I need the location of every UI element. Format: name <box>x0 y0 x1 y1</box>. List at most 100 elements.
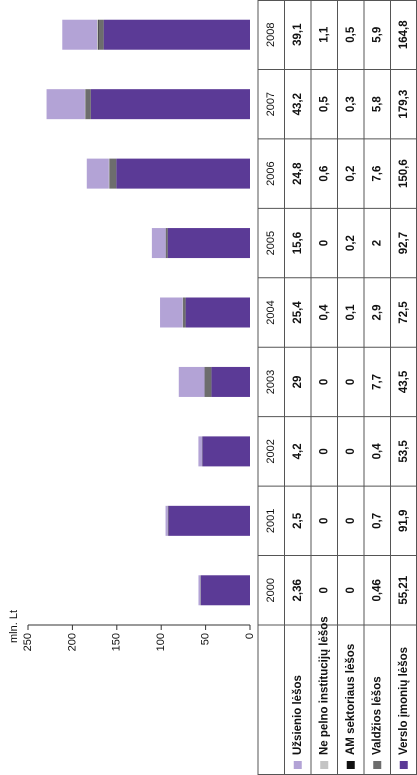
legend-swatch <box>346 761 355 769</box>
table-cell: 55,21 <box>398 575 410 604</box>
table-cell: 0,2 <box>345 166 357 182</box>
y-tick-label: 250 <box>22 633 34 651</box>
table-cell: 25,4 <box>292 301 304 324</box>
x-tick-label: 2003 <box>265 370 277 394</box>
table-cell: 0,4 <box>371 443 383 460</box>
bar-segment <box>165 505 168 536</box>
bar-segment <box>151 228 166 259</box>
y-tick-label: 150 <box>111 633 123 651</box>
y-tick-label: 50 <box>200 633 212 645</box>
table-cell: 53,5 <box>398 440 410 463</box>
table-cell: 0 <box>345 448 357 454</box>
bar-segment <box>46 89 85 120</box>
row-label: AM sektoriaus lėšos <box>345 644 357 755</box>
x-tick-label: 2006 <box>265 161 277 185</box>
row-label: Verslo įmonių lėšos <box>398 647 410 755</box>
table-cell: 43,2 <box>292 93 304 115</box>
table-cell: 2,36 <box>292 579 304 601</box>
bar-segment <box>103 19 251 50</box>
bar-segment <box>86 158 109 189</box>
bar-segment <box>198 436 203 467</box>
bar-segment <box>116 158 250 189</box>
table-cell: 0,5 <box>345 26 357 43</box>
bar-segment <box>178 366 205 397</box>
table-cell: 0,6 <box>318 166 330 182</box>
table-cell: 1,1 <box>318 26 330 43</box>
table-cell: 0,46 <box>371 579 383 601</box>
row-label: Valdžios lėšos <box>371 676 383 755</box>
table-cell: 39,1 <box>292 23 304 46</box>
table-cell: 0 <box>345 587 357 593</box>
table-cell: 2,5 <box>292 512 304 529</box>
bar-segment <box>168 505 251 536</box>
bar-segment <box>108 158 110 189</box>
row-label: Ne pelno institucijų lėšos <box>318 616 330 755</box>
legend-swatch <box>320 761 329 769</box>
bar-segment <box>167 505 169 536</box>
table-cell: 0 <box>345 518 357 524</box>
bar-segment <box>211 366 250 397</box>
bar-segment <box>90 89 250 120</box>
table-cell: 179,3 <box>398 90 410 119</box>
table-cell: 5,9 <box>371 27 383 43</box>
table-cell: 0 <box>318 240 330 246</box>
table-cell: 0 <box>345 379 357 385</box>
x-tick-label: 2005 <box>265 231 277 255</box>
legend-swatch <box>293 761 302 769</box>
bar-segment <box>96 19 98 50</box>
table-cell: 150,6 <box>398 159 410 188</box>
table-cell: 7,7 <box>371 374 383 390</box>
y-tick-label: 200 <box>66 633 78 651</box>
x-tick-label: 2000 <box>265 578 277 602</box>
y-tick-label: 100 <box>155 633 167 651</box>
table-cell: 0 <box>318 518 330 524</box>
table-cell: 24,8 <box>292 162 304 185</box>
table-cell: 2,9 <box>371 305 383 321</box>
bar-segment <box>109 158 117 189</box>
table-cell: 5,8 <box>371 96 383 113</box>
table-cell: 72,5 <box>398 301 410 324</box>
y-tick-label: 0 <box>244 633 256 639</box>
table-cell: 0,5 <box>318 96 330 113</box>
bar-segment <box>165 228 168 259</box>
bar-segment <box>198 575 201 606</box>
x-tick-label: 2004 <box>265 300 277 324</box>
x-tick-label: 2002 <box>265 439 277 463</box>
table-cell: 0,4 <box>318 304 330 321</box>
table-cell: 4,2 <box>292 443 304 459</box>
table-cell: 92,7 <box>398 232 410 254</box>
table-cell: 0,2 <box>345 235 357 251</box>
legend-swatch <box>373 761 382 769</box>
bar-segment <box>160 297 183 328</box>
table-cell: 0,3 <box>345 96 357 112</box>
table-cell: 15,6 <box>292 232 304 254</box>
table-cell: 7,6 <box>371 166 383 182</box>
table-cell: 91,9 <box>398 510 410 532</box>
table-cell: 43,5 <box>398 370 410 393</box>
table-cell: 0,1 <box>345 304 357 321</box>
table-cell: 2 <box>371 240 383 246</box>
table-cell: 164,8 <box>398 20 410 49</box>
table-cell: 0 <box>318 379 330 385</box>
bar-segment <box>185 297 250 328</box>
table-cell: 0 <box>318 448 330 454</box>
bar-segment <box>183 297 186 328</box>
y-axis-label: mln. Lt <box>8 610 20 643</box>
bar-segment <box>85 89 91 120</box>
bar-segment <box>202 436 251 467</box>
bar-segment <box>204 366 212 397</box>
x-tick-label: 2008 <box>265 22 277 46</box>
legend-swatch <box>399 761 408 769</box>
row-label: Užsienio lėšos <box>292 675 304 755</box>
table-cell: 29 <box>292 376 304 389</box>
table-cell: 0,7 <box>371 513 383 529</box>
bar-segment <box>98 19 104 50</box>
x-tick-label: 2001 <box>265 509 277 533</box>
bar-segment <box>62 19 97 50</box>
x-tick-label: 2007 <box>265 92 277 116</box>
bar-segment <box>200 575 251 606</box>
bar-segment <box>167 228 250 259</box>
table-cell: 0 <box>318 587 330 593</box>
